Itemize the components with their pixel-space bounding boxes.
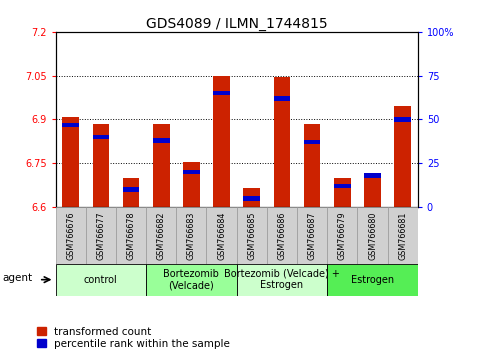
Text: Bortezomib (Velcade) +
Estrogen: Bortezomib (Velcade) + Estrogen	[224, 269, 340, 291]
Legend: transformed count, percentile rank within the sample: transformed count, percentile rank withi…	[37, 327, 230, 349]
Bar	[364, 175, 381, 207]
Bar	[334, 178, 351, 207]
Bar	[56, 207, 86, 264]
Text: GSM766680: GSM766680	[368, 211, 377, 259]
Bar	[334, 184, 351, 188]
Text: GSM766679: GSM766679	[338, 211, 347, 260]
Text: GSM766676: GSM766676	[66, 211, 75, 260]
Text: GSM766686: GSM766686	[277, 211, 286, 259]
Bar	[327, 207, 357, 264]
Bar	[56, 264, 146, 296]
Bar	[153, 138, 170, 143]
Bar	[123, 187, 139, 192]
Text: GSM766678: GSM766678	[127, 211, 136, 260]
Text: GSM766685: GSM766685	[247, 211, 256, 260]
Text: GSM766684: GSM766684	[217, 211, 226, 259]
Bar	[86, 207, 116, 264]
Bar	[267, 207, 297, 264]
Bar	[62, 116, 79, 207]
Bar	[304, 124, 320, 207]
Bar	[176, 207, 207, 264]
Bar	[116, 207, 146, 264]
Bar	[304, 140, 320, 144]
Bar	[237, 264, 327, 296]
Bar	[93, 135, 109, 139]
Bar	[146, 264, 237, 296]
Bar	[153, 124, 170, 207]
Bar	[357, 207, 388, 264]
Text: Estrogen: Estrogen	[351, 275, 394, 285]
Bar	[213, 76, 230, 207]
Bar	[243, 188, 260, 207]
Text: GSM766683: GSM766683	[187, 211, 196, 259]
Text: agent: agent	[3, 273, 33, 283]
Bar	[62, 122, 79, 127]
Bar	[395, 117, 411, 122]
Text: GSM766677: GSM766677	[96, 211, 105, 260]
Bar	[183, 162, 199, 207]
Title: GDS4089 / ILMN_1744815: GDS4089 / ILMN_1744815	[146, 17, 327, 31]
Bar	[364, 173, 381, 178]
Bar	[237, 207, 267, 264]
Bar	[213, 91, 230, 95]
Bar	[388, 207, 418, 264]
Bar	[207, 207, 237, 264]
Text: GSM766687: GSM766687	[308, 211, 317, 260]
Bar	[183, 170, 199, 174]
Text: GSM766681: GSM766681	[398, 211, 407, 259]
Bar	[146, 207, 176, 264]
Bar	[93, 124, 109, 207]
Bar	[274, 96, 290, 101]
Text: GSM766682: GSM766682	[156, 211, 166, 260]
Text: Bortezomib
(Velcade): Bortezomib (Velcade)	[163, 269, 219, 291]
Bar	[274, 77, 290, 207]
Bar	[243, 196, 260, 200]
Bar	[297, 207, 327, 264]
Bar	[327, 264, 418, 296]
Bar	[395, 106, 411, 207]
Bar	[123, 178, 139, 207]
Text: control: control	[84, 275, 118, 285]
